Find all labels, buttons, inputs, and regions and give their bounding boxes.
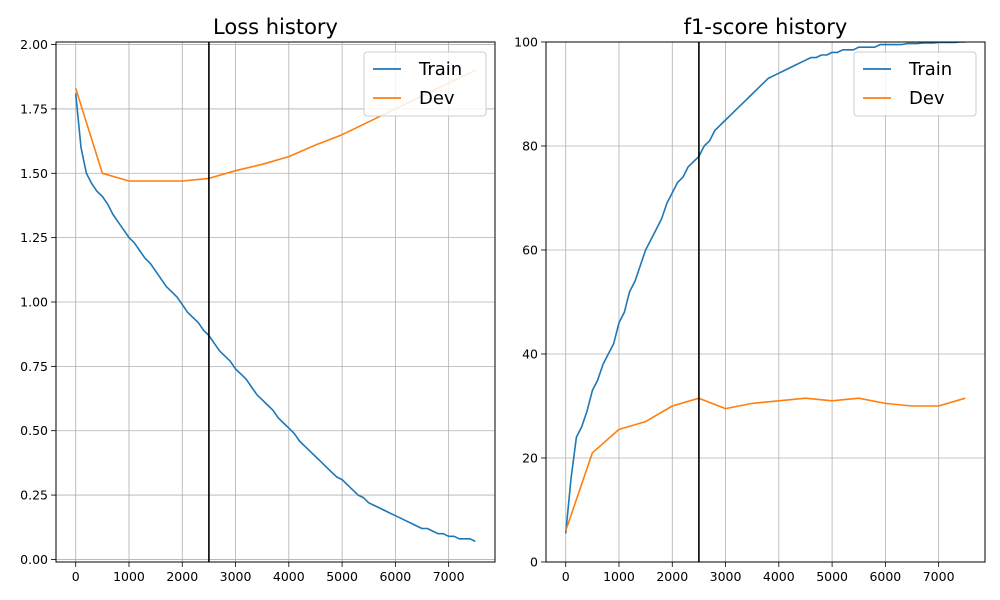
chart-title: Loss history [213,15,338,39]
y-tick-label: 0.25 [20,488,48,503]
y-tick-label: 1.50 [20,166,48,181]
y-tick-label: 20 [522,451,538,466]
x-tick-label: 6000 [379,569,411,584]
y-tick-label: 1.25 [20,230,48,245]
y-tick-label: 0.50 [20,423,48,438]
x-tick-label: 5000 [816,569,848,584]
x-tick-label: 3000 [710,569,742,584]
y-tick-label: 100 [514,35,538,50]
y-tick-label: 60 [522,243,538,258]
legend-label: Dev [419,88,455,109]
y-tick-label: 0.75 [20,359,48,374]
x-tick-label: 6000 [869,569,901,584]
legend-label: Train [418,59,462,80]
y-tick-label: 1.75 [20,101,48,116]
chart-title: f1-score history [684,15,848,39]
axes: 0 1000 2000 3000 4000 5000 6000 7000 0 20 40 60 80 10… [514,35,954,585]
series-line-train [564,42,966,534]
grid [546,41,985,563]
x-tick-label: 2000 [166,569,198,584]
y-tick-label: 0.00 [20,552,48,567]
axes: 0 1000 2000 3000 4000 5000 6000 7000 0.00 0.25 0.5… [20,37,464,584]
f1-score-history-chart: f1-score history 0 1000 2000 3000 4000 5000 60… [514,15,986,585]
plot-frame [545,41,986,563]
series-line-train [74,93,476,543]
legend-label: Dev [909,88,945,109]
x-tick-label: 7000 [923,569,955,584]
x-tick-label: 4000 [763,569,795,584]
legend-label: Train [908,59,952,80]
x-tick-label: 1000 [113,569,145,584]
legend: Train Dev [853,51,977,117]
x-tick-label: 4000 [273,569,305,584]
x-tick-label: 3000 [220,569,252,584]
grid [56,42,495,562]
series-group [74,69,476,543]
y-tick-label: 40 [522,347,538,362]
series-line-dev [564,397,966,532]
plot-frame [55,41,496,563]
y-tick-label: 1.00 [20,295,48,310]
legend-box [853,51,977,117]
y-tick-label: 0 [530,555,538,570]
y-tick-label: 80 [522,139,538,154]
y-tick-label: 2.00 [20,37,48,52]
series-group [564,42,966,534]
x-tick-label: 1000 [603,569,635,584]
x-tick-label: 7000 [433,569,465,584]
legend: Train Dev [363,51,487,117]
legend-box [363,51,487,117]
loss-history-chart: Loss history 0 1000 2000 3000 4000 5000 6000 70… [20,15,496,584]
x-tick-label: 5000 [326,569,358,584]
x-tick-label: 0 [562,569,570,584]
x-tick-label: 0 [72,569,80,584]
x-tick-label: 2000 [656,569,688,584]
